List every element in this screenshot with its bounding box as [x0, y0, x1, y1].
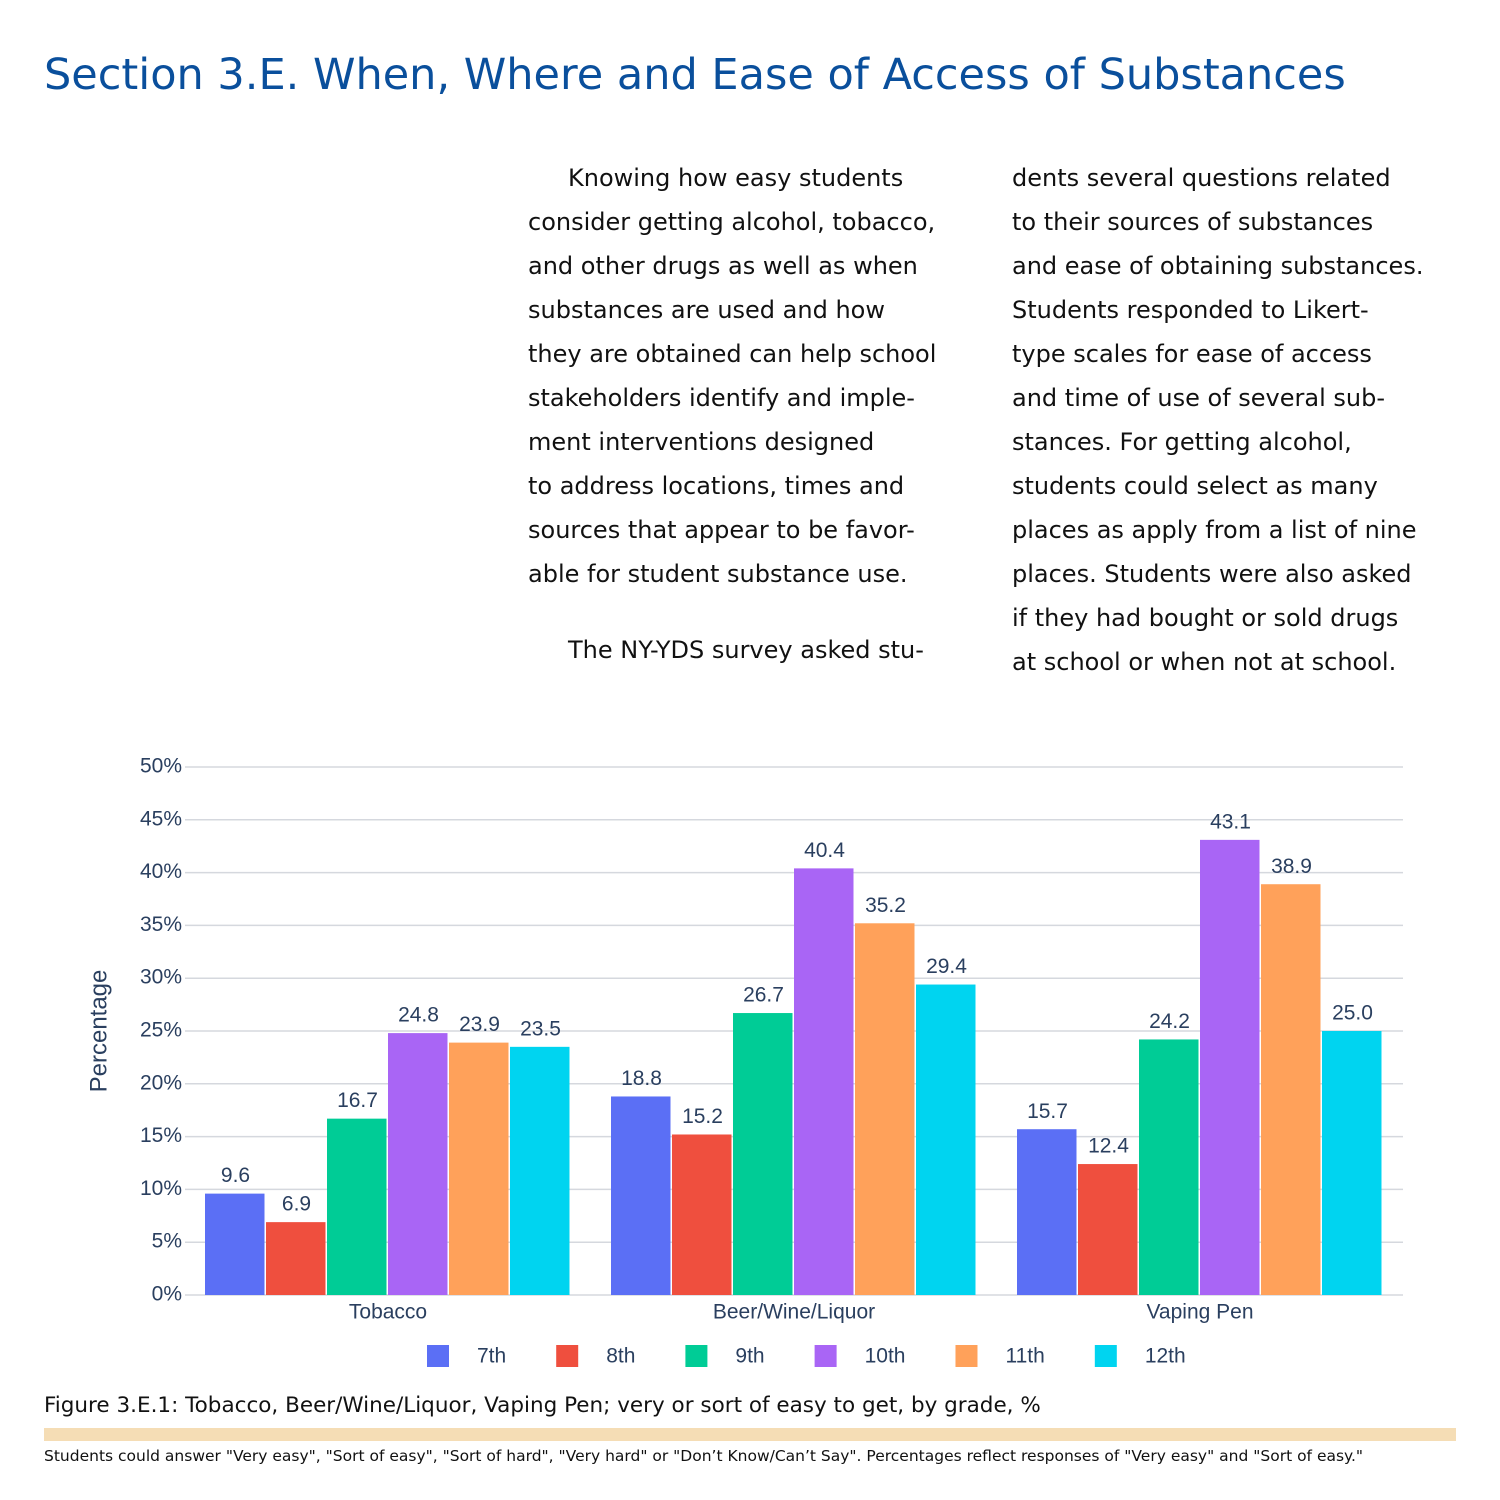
data-label: 24.8: [398, 1004, 439, 1027]
text-column: dents several questions related to their …: [1012, 156, 1423, 684]
text-line: Knowing how easy students: [568, 164, 904, 192]
text-line: Students responded to Likert-: [1012, 296, 1369, 324]
text-column: Knowing how easy students consider gettin…: [528, 156, 936, 672]
bar: [916, 984, 976, 1295]
data-label: 12.4: [1088, 1135, 1129, 1158]
text-line: ment interventions designed: [528, 428, 875, 456]
bar: [327, 1118, 387, 1295]
bar: [611, 1096, 671, 1295]
data-label: 38.9: [1271, 855, 1312, 878]
divider: [44, 1428, 1456, 1441]
data-label: 26.7: [743, 984, 784, 1007]
y-tick-label: 10%: [140, 1177, 182, 1200]
data-label: 43.1: [1210, 810, 1251, 833]
data-label: 23.9: [459, 1013, 500, 1036]
y-tick-label: 40%: [140, 860, 182, 883]
data-label: 9.6: [221, 1164, 250, 1187]
bar: [1261, 884, 1321, 1295]
y-tick-label: 5%: [152, 1230, 182, 1253]
chart: 0% 5% 10% 15% 20% 25% 30% 35% 40% 45% 50% Percentag…: [85, 755, 1403, 1368]
bar: [733, 1013, 793, 1295]
bar: [449, 1042, 509, 1295]
text-line: sources that appear to be favor-: [528, 516, 915, 544]
text-line: and other drugs as well as when: [528, 252, 918, 280]
text-line: places. Students were also asked: [1012, 560, 1412, 588]
legend-swatch: [1094, 1345, 1117, 1367]
data-label: 16.7: [337, 1089, 378, 1112]
bar: [794, 868, 854, 1295]
legend-swatch: [685, 1345, 708, 1367]
text-line: type scales for ease of access: [1012, 340, 1372, 368]
data-label: 18.8: [621, 1067, 662, 1090]
text-line: to address locations, times and: [528, 472, 905, 500]
bar: [266, 1222, 326, 1295]
text-line: stakeholders identify and imple-: [528, 384, 915, 412]
y-tick-label: 30%: [140, 966, 182, 989]
legend-swatch: [427, 1345, 449, 1367]
text-line: at school or when not at school.: [1012, 648, 1397, 676]
text-line: to their sources of substances: [1012, 208, 1374, 236]
bar: [388, 1033, 448, 1295]
legend-swatch: [814, 1345, 837, 1367]
data-label: 35.2: [865, 894, 906, 917]
data-label: 24.2: [1149, 1010, 1190, 1033]
x-tick-label: Beer/Wine/Liquor: [713, 1301, 875, 1324]
figure-caption: Figure 3.E.1: Tobacco, Beer/Wine/Liquor,…: [44, 1393, 1041, 1418]
text-line: The NY-YDS survey asked stu-: [568, 636, 924, 664]
y-tick-label: 35%: [140, 913, 182, 936]
data-label: 29.4: [926, 955, 967, 978]
y-tick-label: 0%: [152, 1283, 182, 1306]
y-tick-label: 25%: [140, 1019, 182, 1042]
text-line: places as apply from a list of nine: [1012, 516, 1417, 544]
legend-swatch: [556, 1345, 579, 1367]
bar: [1017, 1129, 1077, 1295]
x-tick-label: Vaping Pen: [1146, 1301, 1253, 1324]
legend-label: 12th: [1145, 1345, 1186, 1368]
bar: [855, 923, 915, 1295]
y-tick-label: 45%: [140, 807, 182, 830]
section-title: Section 3.E. When, Where and Ease of Acc…: [44, 50, 1346, 100]
y-tick-label: 15%: [140, 1124, 182, 1147]
bar: [1200, 839, 1260, 1295]
data-label: 23.5: [520, 1017, 561, 1040]
bar: [510, 1046, 570, 1295]
y-tick-label: 50%: [140, 755, 182, 778]
text-line: if they had bought or sold drugs: [1012, 604, 1399, 632]
y-axis-title: Percentage: [85, 970, 112, 1093]
data-label: 15.2: [682, 1105, 723, 1128]
data-label: 15.7: [1027, 1100, 1068, 1123]
data-label: 25.0: [1332, 1002, 1373, 1025]
legend-label: 10th: [865, 1345, 906, 1368]
text-line: and ease of obtaining substances.: [1012, 252, 1424, 280]
legend-label: 7th: [477, 1345, 506, 1368]
text-line: able for student substance use.: [528, 560, 908, 588]
bar: [1322, 1031, 1382, 1295]
text-line: stances. For getting alcohol,: [1012, 428, 1352, 456]
text-line: consider getting alcohol, tobacco,: [528, 208, 936, 236]
legend-label: 9th: [735, 1345, 764, 1368]
data-label: 40.4: [804, 839, 845, 862]
bar: [1139, 1039, 1199, 1295]
footnote: Students could answer "Very easy", "Sort…: [44, 1447, 1364, 1465]
x-tick-label: Tobacco: [349, 1301, 427, 1324]
text-line: dents several questions related: [1012, 164, 1391, 192]
legend-swatch: [955, 1345, 978, 1367]
bar: [205, 1193, 265, 1295]
y-tick-label: 20%: [140, 1071, 182, 1094]
legend-label: 11th: [1005, 1345, 1044, 1368]
data-label: 6.9: [282, 1193, 311, 1216]
text-line: students could select as many: [1012, 472, 1378, 500]
bar: [672, 1134, 732, 1295]
text-line: and time of use of several sub-: [1012, 384, 1385, 412]
text-line: they are obtained can help school: [528, 340, 937, 368]
bar: [1078, 1164, 1138, 1295]
text-line: substances are used and how: [528, 296, 885, 324]
legend-label: 8th: [606, 1345, 635, 1368]
